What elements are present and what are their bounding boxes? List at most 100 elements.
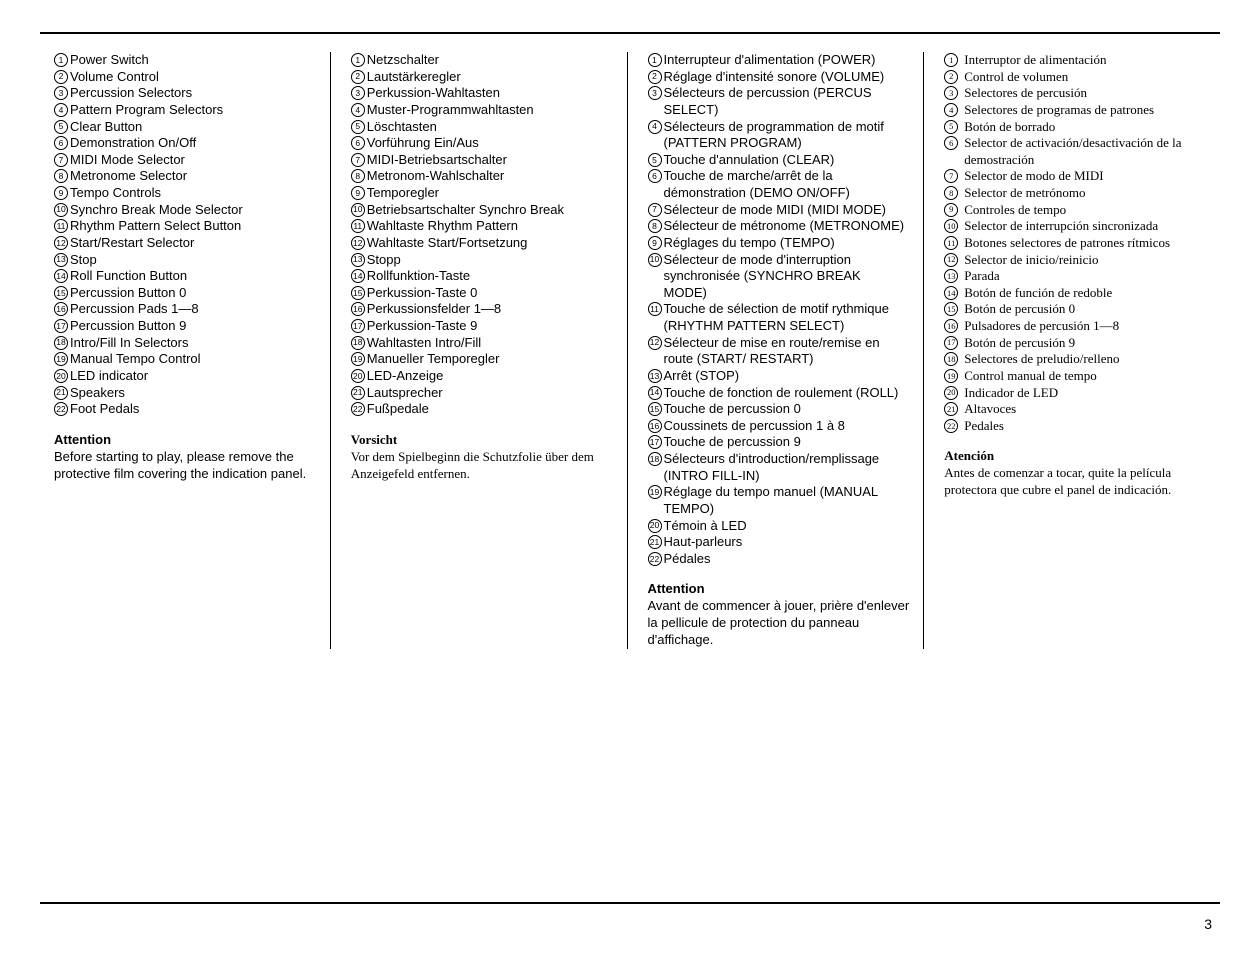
circled-number-icon: 6 — [351, 136, 365, 150]
list-item: 13Stop — [54, 252, 316, 269]
list-item-label: Coussinets de percussion 1 à 8 — [664, 418, 910, 435]
circled-number-icon: 7 — [648, 203, 662, 217]
list-item: 11Touche de sélection de motif rythmique… — [648, 301, 910, 334]
list-item: 9Temporegler — [351, 185, 613, 202]
list-item-label: Control de volumen — [964, 69, 1206, 86]
list-item: 16Coussinets de percussion 1 à 8 — [648, 418, 910, 435]
list-item: 11Wahltaste Rhythm Pattern — [351, 218, 613, 235]
circled-number-icon: 10 — [54, 203, 68, 217]
list-item-label: Demonstration On/Off — [70, 135, 316, 152]
list-item: 6Touche de marche/arrêt de la démonstrat… — [648, 168, 910, 201]
circled-number-icon: 6 — [648, 169, 662, 183]
list-item: 3Percussion Selectors — [54, 85, 316, 102]
bottom-rule — [40, 902, 1220, 904]
circled-number-icon: 13 — [54, 253, 68, 267]
circled-number-icon: 9 — [648, 236, 662, 250]
list-item-label: Wahltasten Intro/Fill — [367, 335, 613, 352]
list-item-label: Réglages du tempo (TEMPO) — [664, 235, 910, 252]
list-item: 18Selectores de preludio/relleno — [944, 351, 1206, 368]
list-item-label: Percussion Button 9 — [70, 318, 316, 335]
circled-number-icon: 10 — [351, 203, 365, 217]
circled-number-icon: 1 — [351, 53, 365, 67]
list-item: 22Fußpedale — [351, 401, 613, 418]
list-item-label: Touche d'annulation (CLEAR) — [664, 152, 910, 169]
circled-number-icon: 5 — [351, 120, 365, 134]
list-item: 12Selector de inicio/reinicio — [944, 252, 1206, 269]
list-item: 4Sélecteurs de programmation de motif (P… — [648, 119, 910, 152]
list-item-label: Manual Tempo Control — [70, 351, 316, 368]
list-item-label: Perkussionsfelder 1—8 — [367, 301, 613, 318]
circled-number-icon: 17 — [54, 319, 68, 333]
list-item: 21Altavoces — [944, 401, 1206, 418]
list-item-label: Selector de modo de MIDI — [964, 168, 1206, 185]
list-item-label: Rhythm Pattern Select Button — [70, 218, 316, 235]
list-item-label: Metronome Selector — [70, 168, 316, 185]
circled-number-icon: 21 — [54, 386, 68, 400]
list-item-label: Intro/Fill In Selectors — [70, 335, 316, 352]
circled-number-icon: 18 — [648, 452, 662, 466]
circled-number-icon: 3 — [54, 86, 68, 100]
circled-number-icon: 18 — [54, 336, 68, 350]
circled-number-icon: 1 — [944, 53, 958, 67]
circled-number-icon: 16 — [54, 302, 68, 316]
list-item-label: MIDI Mode Selector — [70, 152, 316, 169]
list-item: 2Lautstärkeregler — [351, 69, 613, 86]
attention-heading: Atención — [944, 448, 1206, 465]
list-item-label: Touche de fonction de roulement (ROLL) — [664, 385, 910, 402]
list-item: 1Netzschalter — [351, 52, 613, 69]
attention-heading: Vorsicht — [351, 432, 613, 449]
circled-number-icon: 12 — [944, 253, 958, 267]
circled-number-icon: 7 — [54, 153, 68, 167]
list-item: 12Start/Restart Selector — [54, 235, 316, 252]
circled-number-icon: 3 — [648, 86, 662, 100]
list-item: 5Löschtasten — [351, 119, 613, 136]
list-item: 10Sélecteur de mode d'interruption synch… — [648, 252, 910, 302]
list-item: 7MIDI-Betriebsartschalter — [351, 152, 613, 169]
list-item-label: Sélecteur de mode MIDI (MIDI MODE) — [664, 202, 910, 219]
list-item-label: Volume Control — [70, 69, 316, 86]
circled-number-icon: 15 — [351, 286, 365, 300]
list-item-label: Botón de percusión 9 — [964, 335, 1206, 352]
circled-number-icon: 11 — [351, 219, 365, 233]
list-item-label: Roll Function Button — [70, 268, 316, 285]
list-item: 9Tempo Controls — [54, 185, 316, 202]
list-item-label: Foot Pedals — [70, 401, 316, 418]
circled-number-icon: 16 — [648, 419, 662, 433]
list-item: 2Réglage d'intensité sonore (VOLUME) — [648, 69, 910, 86]
circled-number-icon: 1 — [648, 53, 662, 67]
list-item-label: Sélecteurs de percussion (PERCUS SELECT) — [664, 85, 910, 118]
circled-number-icon: 13 — [944, 269, 958, 283]
list-item: 1Power Switch — [54, 52, 316, 69]
list-item: 19Control manual de tempo — [944, 368, 1206, 385]
circled-number-icon: 21 — [944, 402, 958, 416]
list-item-label: Tempo Controls — [70, 185, 316, 202]
list-item: 5Botón de borrado — [944, 119, 1206, 136]
circled-number-icon: 4 — [944, 103, 958, 117]
circled-number-icon: 6 — [54, 136, 68, 150]
page-number: 3 — [1204, 916, 1212, 932]
circled-number-icon: 9 — [351, 186, 365, 200]
list-item: 14Rollfunktion-Taste — [351, 268, 613, 285]
list-item: 13Parada — [944, 268, 1206, 285]
list-item-label: Vorführung Ein/Aus — [367, 135, 613, 152]
circled-number-icon: 14 — [648, 386, 662, 400]
list-item-label: Fußpedale — [367, 401, 613, 418]
list-item-label: Start/Restart Selector — [70, 235, 316, 252]
circled-number-icon: 22 — [944, 419, 958, 433]
list-item-label: Perkussion-Taste 0 — [367, 285, 613, 302]
circled-number-icon: 17 — [351, 319, 365, 333]
list-item: 7Sélecteur de mode MIDI (MIDI MODE) — [648, 202, 910, 219]
circled-number-icon: 8 — [351, 169, 365, 183]
circled-number-icon: 2 — [54, 70, 68, 84]
list-item-label: Wahltaste Start/Fortsetzung — [367, 235, 613, 252]
list-item: 8Metronom-Wahlschalter — [351, 168, 613, 185]
list-item-label: Wahltaste Rhythm Pattern — [367, 218, 613, 235]
attention-heading: Attention — [648, 581, 910, 598]
list-item: 17Perkussion-Taste 9 — [351, 318, 613, 335]
list-item: 5Touche d'annulation (CLEAR) — [648, 152, 910, 169]
list-item: 4Muster-Programmwahltasten — [351, 102, 613, 119]
list-item-label: Lautsprecher — [367, 385, 613, 402]
attention-block-de: VorsichtVor dem Spielbeginn die Schutzfo… — [351, 432, 613, 483]
list-item: 20LED indicator — [54, 368, 316, 385]
circled-number-icon: 20 — [54, 369, 68, 383]
